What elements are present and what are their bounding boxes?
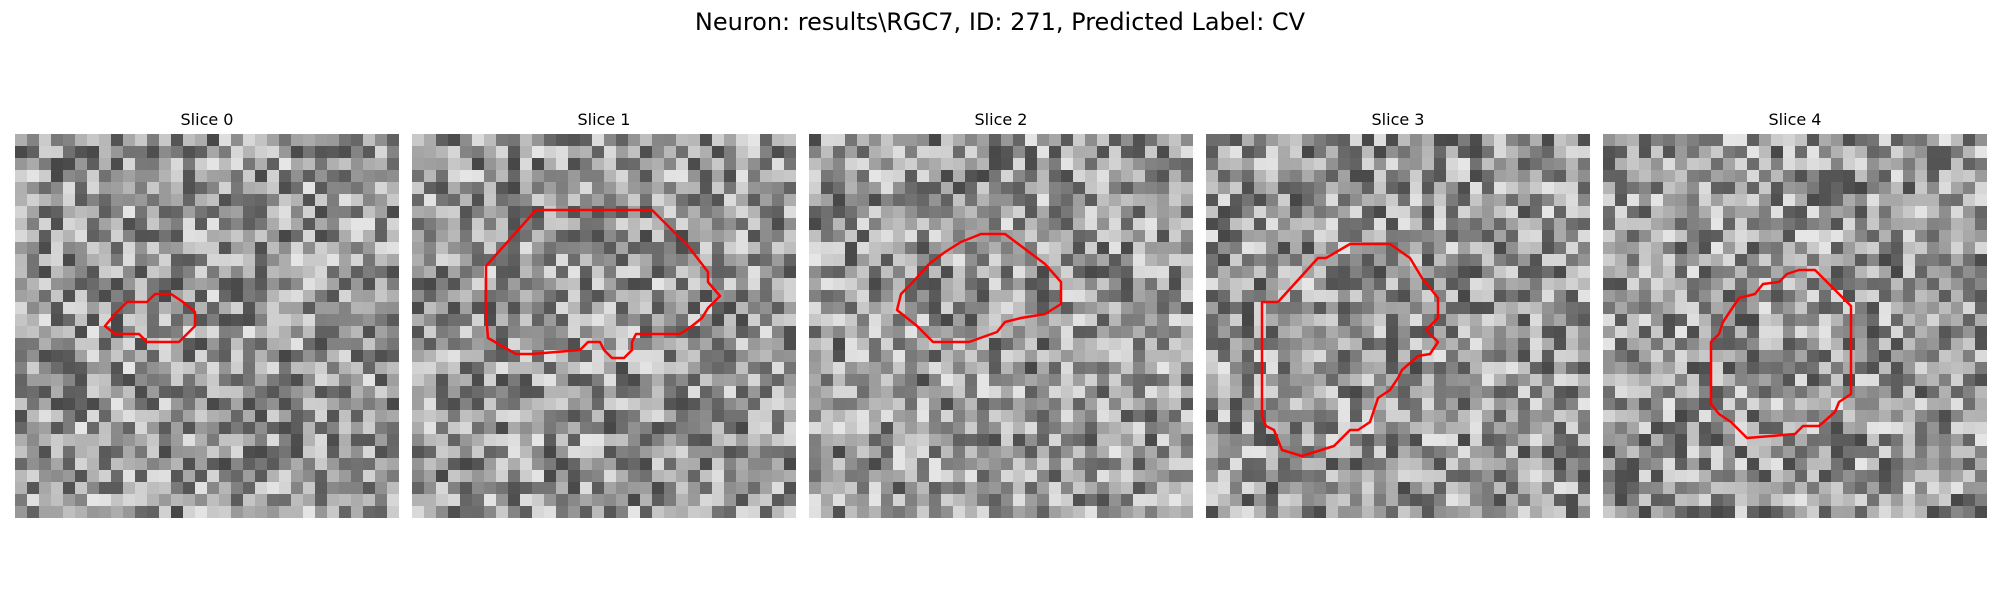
slice-panel-1: Slice 1: [412, 110, 796, 518]
cell-contour-4: [1709, 268, 1853, 440]
slice-title-0: Slice 0: [180, 110, 234, 129]
slice-image-4: [1603, 134, 1987, 518]
slice-title-1: Slice 1: [577, 110, 631, 129]
slice-image-2: [809, 134, 1193, 518]
figure-title: Neuron: results\RGC7, ID: 271, Predicted…: [694, 8, 1306, 36]
cell-contour-0: [103, 292, 197, 344]
slice-image-3: [1206, 134, 1590, 518]
cell-contour-1: [484, 208, 722, 360]
cell-contour-2: [895, 232, 1063, 344]
slice-panel-3: Slice 3: [1206, 110, 1590, 518]
slice-title-2: Slice 2: [974, 110, 1028, 129]
slice-title-4: Slice 4: [1768, 110, 1822, 129]
slice-title-3: Slice 3: [1371, 110, 1425, 129]
slice-image-0: [15, 134, 399, 518]
cell-contour-3: [1260, 242, 1440, 458]
slice-panel-0: Slice 0: [15, 110, 399, 518]
slice-image-1: [412, 134, 796, 518]
slice-panel-4: Slice 4: [1603, 110, 1987, 518]
slice-panel-2: Slice 2: [809, 110, 1193, 518]
